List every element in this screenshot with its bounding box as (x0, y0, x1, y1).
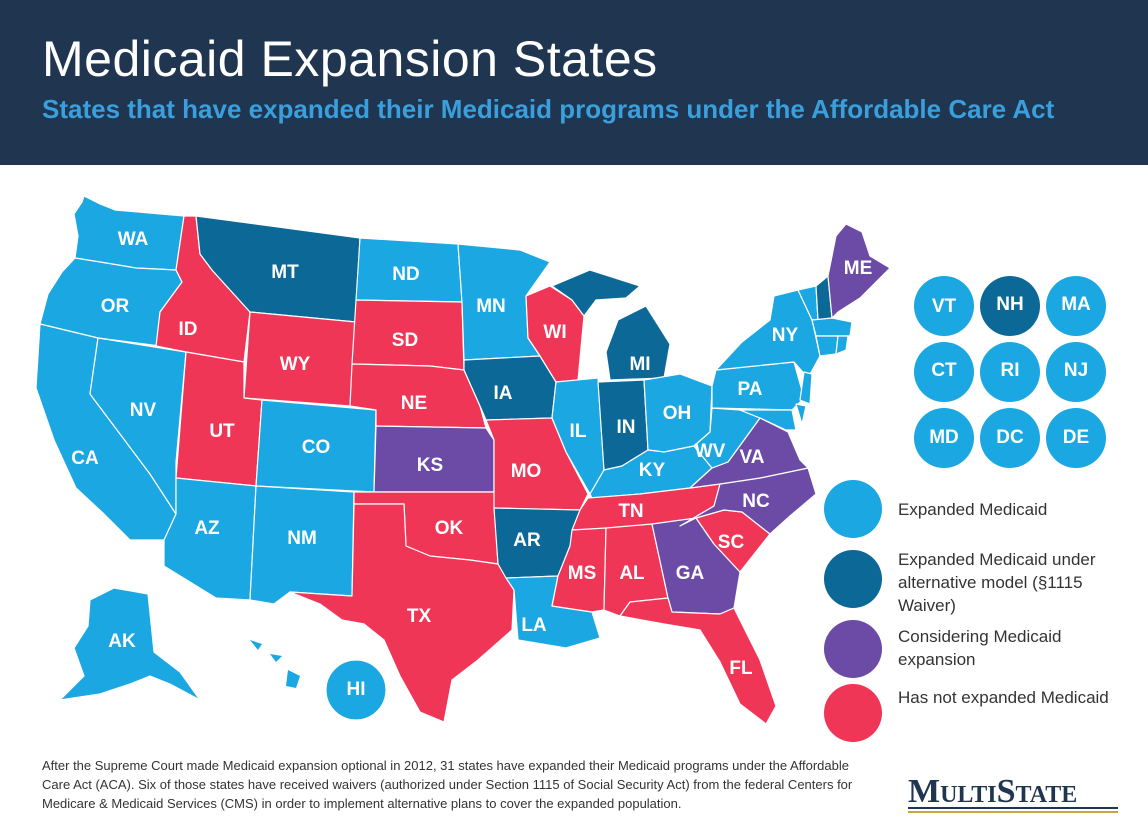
label-nd: ND (392, 264, 419, 285)
small-state-circles: VT NH MA CT RI NJ MD DC DE (914, 276, 1106, 468)
state-labels: WA OR CA NV ID MT WY UT AZ CO NM ND SD N… (71, 229, 872, 700)
legend-label-waiver: Expanded Medicaid under alternative mode… (898, 550, 1096, 615)
label-nc: NC (742, 491, 770, 512)
label-hi: HI (347, 679, 366, 700)
label-pa: PA (738, 379, 763, 400)
state-ma[interactable] (811, 317, 853, 337)
label-mo: MO (511, 461, 542, 482)
label-va: VA (740, 447, 765, 468)
legend-swatch-not-expanded (824, 684, 882, 742)
label-sc: SC (718, 532, 745, 553)
label-ny: NY (772, 325, 799, 346)
circle-vt[interactable] (914, 276, 974, 336)
page-title: Medicaid Expansion States (42, 31, 658, 87)
label-wi: WI (543, 322, 566, 343)
legend-swatch-expanded (824, 480, 882, 538)
label-ms: MS (568, 563, 597, 584)
label-wv: WV (695, 441, 726, 462)
page-subtitle: States that have expanded their Medicaid… (42, 94, 1055, 124)
label-id: ID (179, 319, 198, 340)
label-in: IN (617, 417, 636, 438)
state-me[interactable] (827, 223, 891, 319)
state-de[interactable] (795, 403, 807, 425)
circle-md[interactable] (914, 408, 974, 468)
circle-label-ct: CT (931, 360, 957, 381)
legend-swatch-considering (824, 620, 882, 678)
circle-nh[interactable] (980, 276, 1040, 336)
state-ri[interactable] (835, 335, 849, 355)
state-tx[interactable] (289, 503, 515, 723)
circle-label-ma: MA (1061, 294, 1091, 315)
label-mi: MI (629, 354, 650, 375)
label-mn: MN (476, 296, 506, 317)
label-il: IL (570, 421, 587, 442)
circle-label-de: DE (1063, 427, 1089, 448)
circle-label-nj: NJ (1064, 360, 1088, 381)
state-md[interactable] (739, 409, 797, 431)
legend-swatch-waiver (824, 550, 882, 608)
header-banner: Medicaid Expansion States States that ha… (0, 0, 1148, 165)
logo-text: MultiState (908, 773, 1077, 810)
label-sd: SD (392, 330, 418, 351)
label-al: AL (619, 563, 645, 584)
multistate-logo: MultiState (908, 773, 1118, 813)
state-ct[interactable] (815, 335, 839, 357)
circle-ct[interactable] (914, 342, 974, 402)
label-ca: CA (71, 448, 99, 469)
circle-ma[interactable] (1046, 276, 1106, 336)
label-ks: KS (417, 455, 443, 476)
label-ky: KY (639, 460, 666, 481)
label-ak: AK (108, 631, 136, 652)
label-tx: TX (407, 606, 432, 627)
label-ok: OK (435, 518, 464, 539)
state-nj[interactable] (799, 371, 813, 405)
circle-label-dc: DC (996, 427, 1024, 448)
circle-nj[interactable] (1046, 342, 1106, 402)
label-wa: WA (118, 229, 149, 250)
state-ak[interactable] (59, 587, 201, 701)
circle-label-nh: NH (996, 294, 1023, 315)
label-mt: MT (271, 262, 299, 283)
us-map: WA OR CA NV ID MT WY UT AZ CO NM ND SD N… (35, 195, 1106, 725)
hawaii-islands (250, 640, 300, 688)
legend-label-expanded: Expanded Medicaid (898, 500, 1048, 519)
label-fl: FL (729, 658, 753, 679)
circle-label-vt: VT (932, 296, 957, 317)
label-az: AZ (194, 518, 220, 539)
circle-ri[interactable] (980, 342, 1040, 402)
label-co: CO (302, 437, 331, 458)
legend-label-considering: Considering Medicaid expansion (898, 627, 1062, 669)
label-or: OR (101, 296, 130, 317)
legend-label-not-expanded: Has not expanded Medicaid (898, 688, 1109, 707)
label-ut: UT (209, 421, 235, 442)
label-ar: AR (513, 530, 541, 551)
footnote: After the Supreme Court made Medicaid ex… (42, 758, 853, 811)
label-ia: IA (494, 383, 513, 404)
label-nv: NV (130, 400, 157, 421)
circle-de[interactable] (1046, 408, 1106, 468)
label-ne: NE (401, 393, 427, 414)
state-hi[interactable] (325, 659, 387, 721)
label-ga: GA (676, 563, 705, 584)
state-fl[interactable] (619, 597, 777, 725)
label-la: LA (521, 615, 547, 636)
label-oh: OH (663, 403, 692, 424)
label-me: ME (844, 258, 873, 279)
circle-label-ri: RI (1001, 360, 1020, 381)
circle-label-md: MD (929, 427, 959, 448)
circle-dc[interactable] (980, 408, 1040, 468)
label-tn: TN (618, 501, 643, 522)
label-nm: NM (287, 528, 317, 549)
label-wy: WY (280, 354, 311, 375)
